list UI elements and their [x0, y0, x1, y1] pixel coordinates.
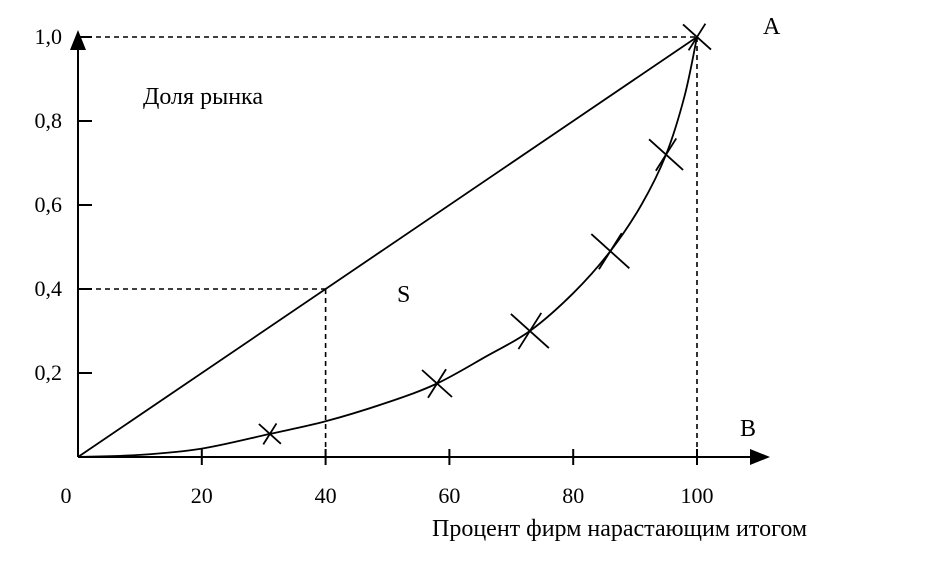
- guide-lines: [78, 36, 698, 457]
- concentration-curve: [77, 36, 698, 458]
- y-tick-label: 0,8: [35, 108, 63, 133]
- x-axis-arrow-icon: [750, 449, 770, 465]
- x-tick-label: 60: [438, 483, 460, 508]
- y-tick-label: 0,6: [35, 192, 63, 217]
- curve-markers: [258, 23, 712, 445]
- x-tick-label: 20: [191, 483, 213, 508]
- annotation-area-s: S: [397, 282, 410, 308]
- x-tick-label: 80: [562, 483, 584, 508]
- curve-marker: [590, 232, 630, 270]
- y-axis-arrow-icon: [70, 30, 86, 50]
- y-ticks: 0,2 0,4 0,6 0,8 1,0: [35, 24, 92, 385]
- y-axis-label: Доля рынка: [143, 84, 263, 110]
- axes: [70, 30, 770, 465]
- x-ticks: 0 20 40 60 80 100: [61, 449, 714, 508]
- curve-marker: [421, 368, 453, 399]
- equality-diagonal: [77, 36, 698, 458]
- x-tick-label: 40: [315, 483, 337, 508]
- x-tick-label: 0: [61, 483, 72, 508]
- curve-marker: [682, 23, 712, 51]
- curve-marker: [648, 137, 684, 172]
- y-tick-label: 1,0: [35, 24, 63, 49]
- curve-marker: [510, 312, 550, 350]
- y-tick-label: 0,4: [35, 276, 63, 301]
- x-tick-label: 100: [681, 483, 714, 508]
- x-axis-label: Процент фирм нарастающим итогом: [432, 516, 807, 542]
- y-tick-label: 0,2: [35, 360, 63, 385]
- annotation-point-a: A: [763, 14, 781, 40]
- curve-marker: [258, 422, 282, 445]
- annotation-point-b: B: [740, 416, 756, 442]
